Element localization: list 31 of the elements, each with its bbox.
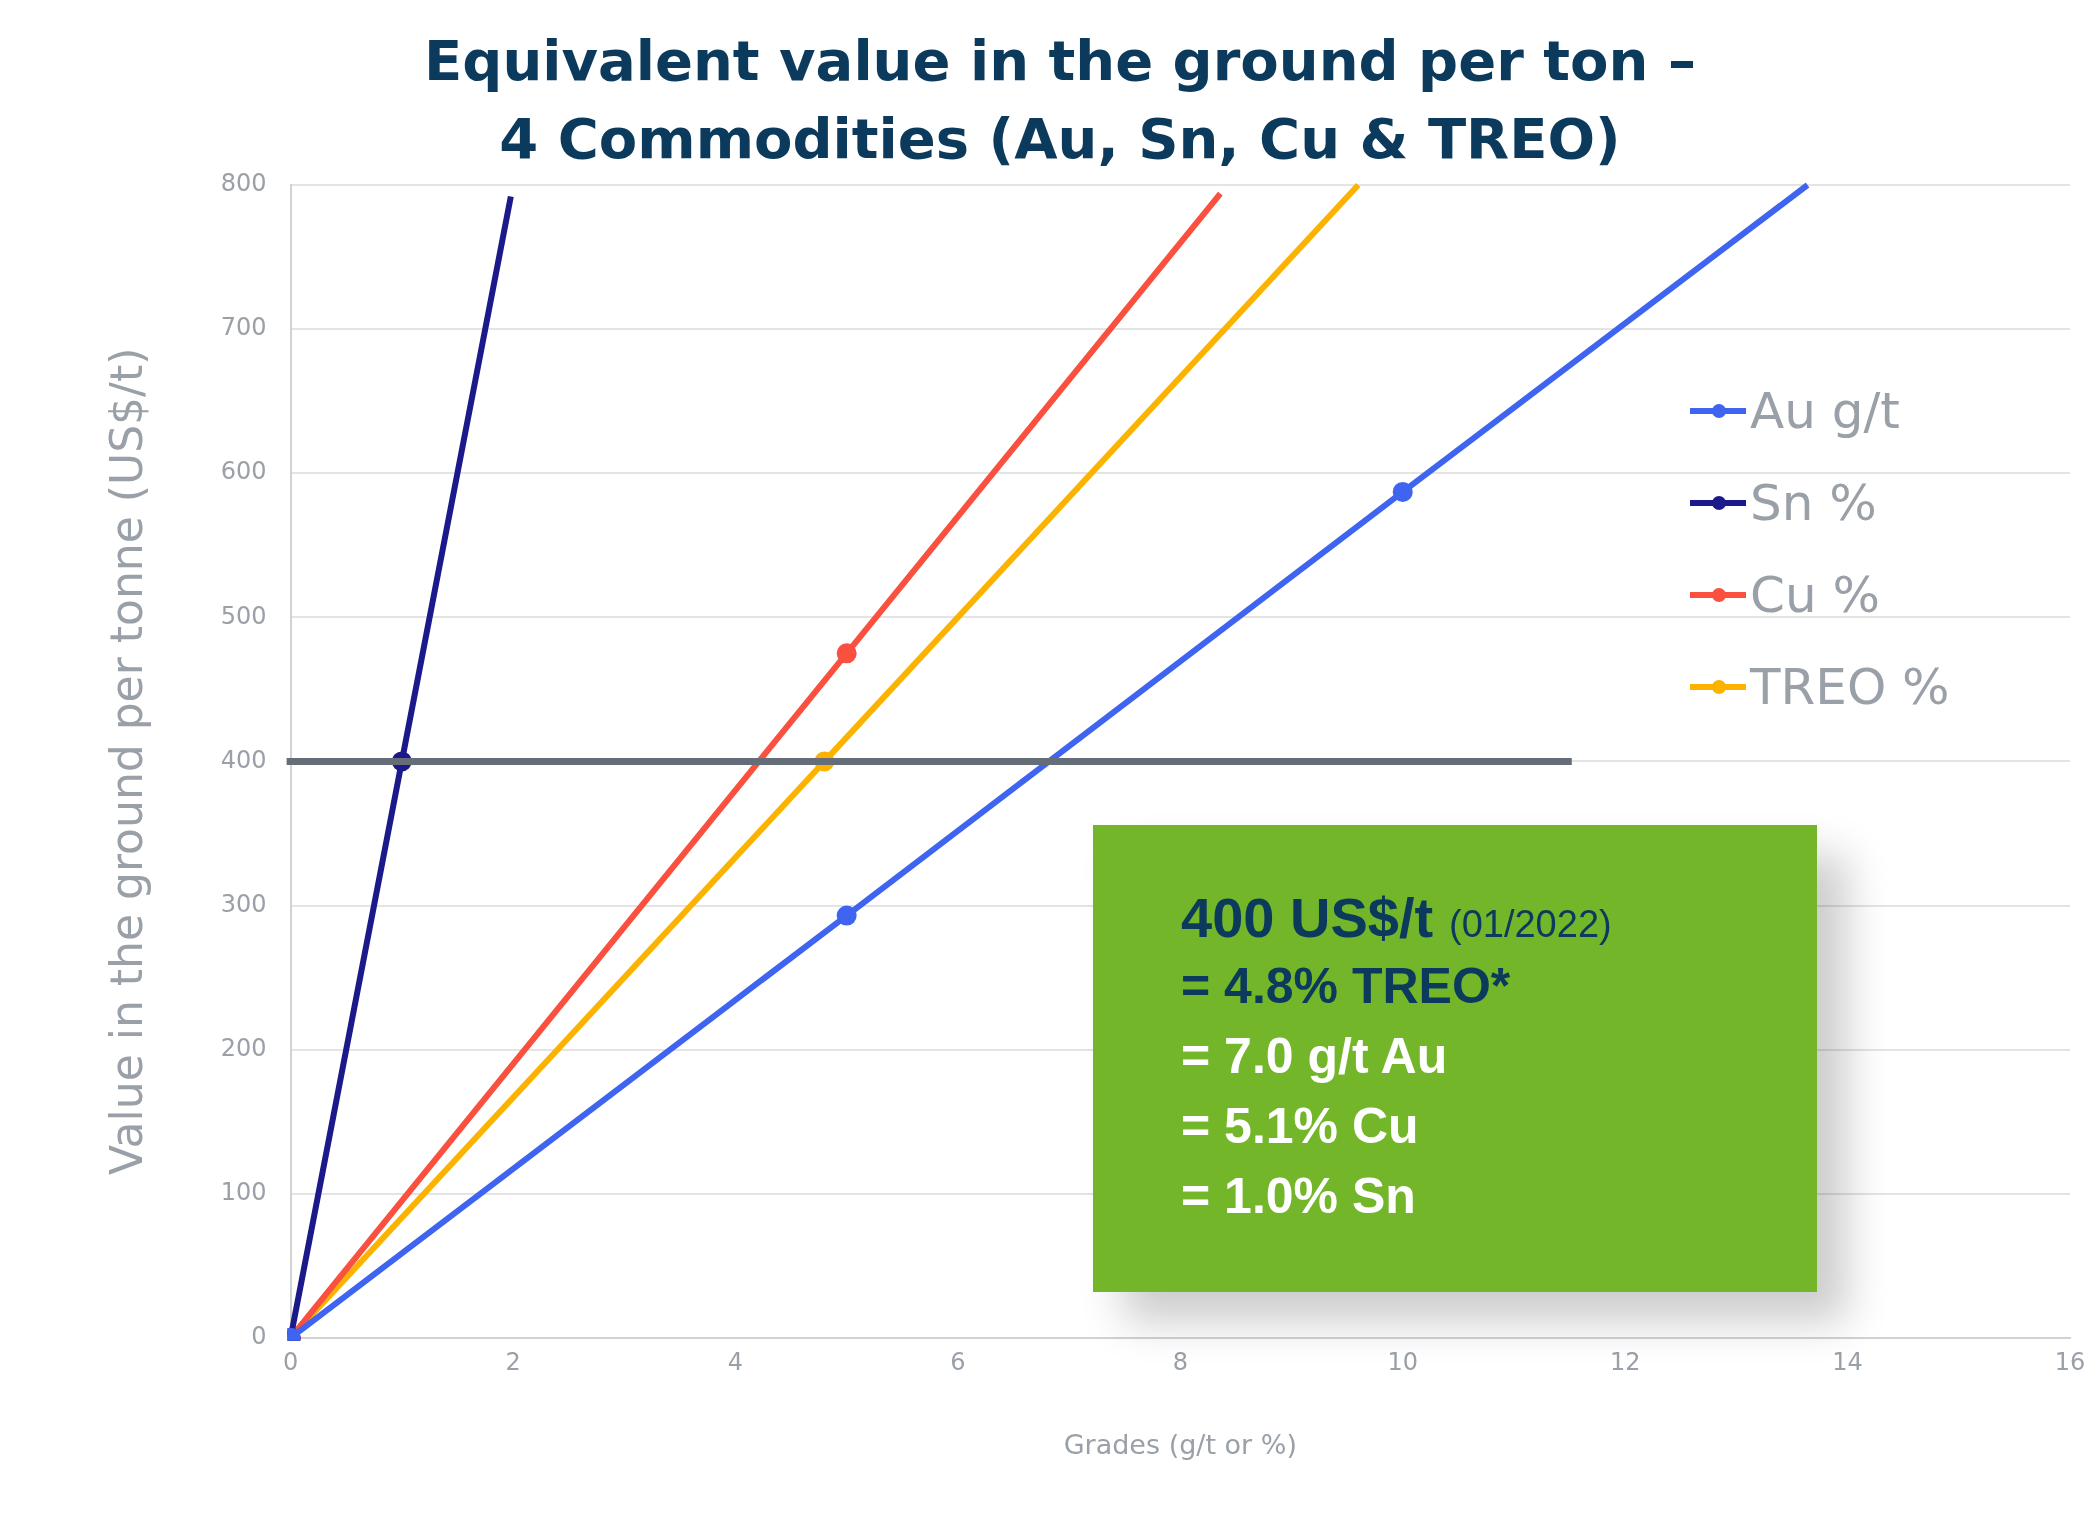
annotation: (01/2022) bbox=[1449, 903, 1612, 946]
annotation: = 1.0% Sn bbox=[1181, 1167, 1416, 1225]
y-tick-label: 300 bbox=[220, 889, 267, 918]
x-tick-label: 8 bbox=[1172, 1348, 1188, 1377]
x-axis-title: Grades (g/t or %) bbox=[1063, 1428, 1297, 1460]
legend-label: Au g/t bbox=[1750, 382, 1900, 440]
x-tick-label: 12 bbox=[1609, 1348, 1641, 1377]
y-tick-label: 600 bbox=[220, 457, 267, 486]
annotation: = 5.1% Cu bbox=[1181, 1097, 1419, 1155]
y-tick-label: 500 bbox=[220, 601, 267, 630]
x-tick-label: 6 bbox=[950, 1348, 966, 1377]
annotation: 400 US$/t bbox=[1181, 885, 1434, 950]
y-axis-title: Value in the ground per tonne (US$/t) bbox=[100, 347, 152, 1176]
x-tick-label: 0 bbox=[282, 1348, 299, 1377]
y-tick-label: 200 bbox=[220, 1033, 267, 1062]
x-tick-label: 14 bbox=[1832, 1348, 1863, 1377]
x-tick-label: 16 bbox=[2054, 1348, 2086, 1377]
y-tick-label: 400 bbox=[220, 745, 267, 774]
x-tick-label: 10 bbox=[1387, 1348, 1418, 1377]
chart-title: Equivalent value in the ground per ton – 4 Commodities (Au, Sn, Cu & TREO) bbox=[423, 27, 1697, 173]
y-tick-label: 0 bbox=[251, 1322, 267, 1351]
legend-label: Cu % bbox=[1750, 566, 1881, 624]
y-tick-label: 700 bbox=[220, 313, 267, 342]
y-tick-label: 100 bbox=[220, 1177, 267, 1206]
x-tick-label: 4 bbox=[727, 1348, 744, 1377]
y-tick-label: 800 bbox=[220, 169, 267, 198]
annotation: = 7.0 g/t Au bbox=[1181, 1027, 1448, 1085]
legend-label: Sn % bbox=[1750, 474, 1877, 532]
annotation: = 4.8% TREO* bbox=[1181, 957, 1511, 1015]
x-tick-label: 2 bbox=[505, 1348, 521, 1377]
legend-label: TREO % bbox=[1750, 658, 1950, 716]
